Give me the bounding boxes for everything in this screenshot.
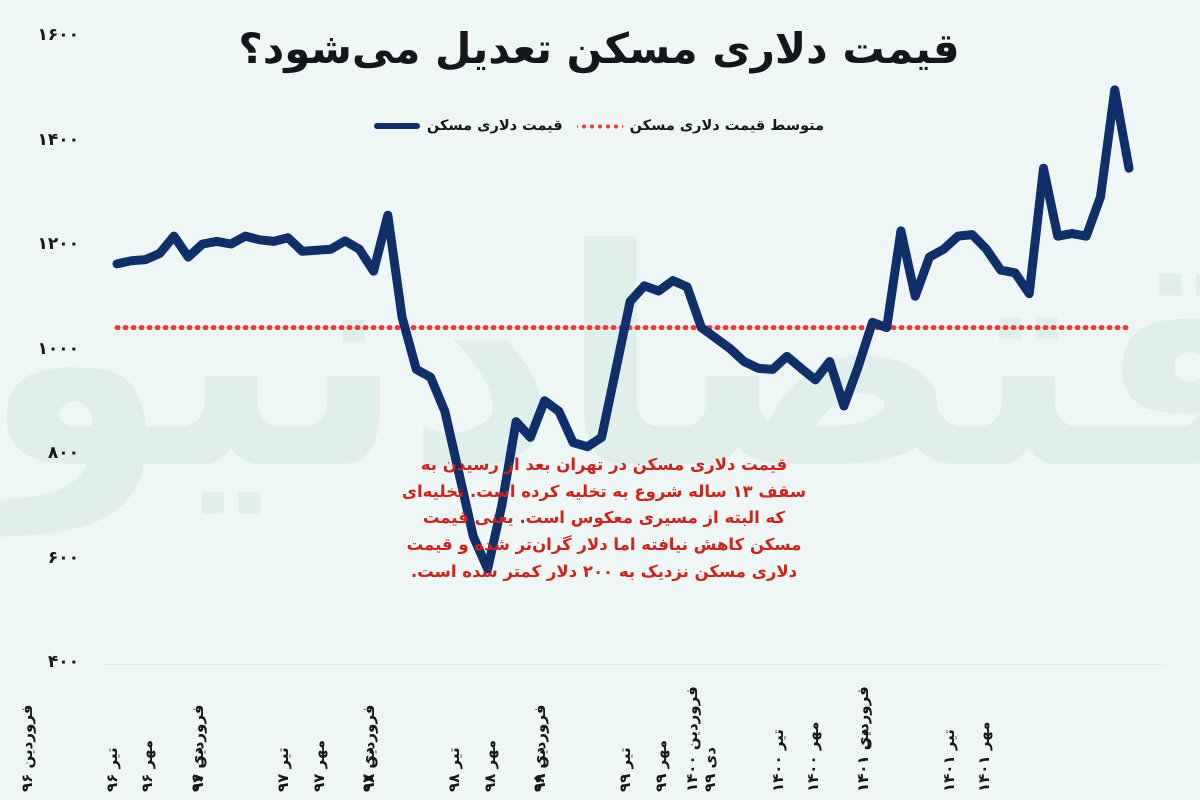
x-axis-tick-label: فروردین ۹۹ — [531, 704, 550, 792]
x-axis-tick-label: تیر ۹۸ — [446, 747, 465, 792]
x-axis-tick-label: فروردین ۹۷ — [189, 704, 208, 792]
legend-item-average[interactable]: متوسط قیمت دلاری مسکن — [577, 118, 826, 134]
legend-label-series: قیمت دلاری مسکن — [427, 118, 564, 134]
legend-swatch-solid-icon — [374, 123, 421, 129]
x-axis-tick-label: فروردین ۱۴۰۱ — [855, 686, 874, 792]
x-axis-tick-label: تیر ۱۴۰۰ — [769, 729, 788, 792]
x-axis-tick-label: مهر ۹۷ — [310, 739, 329, 792]
x-axis-tick-label: مهر ۹۶ — [139, 739, 158, 792]
x-axis-tick-label: تیر ۹۷ — [275, 747, 294, 792]
chart-annotation: قیمت دلاری مسکن در تهران بعد از رسیدن به… — [402, 455, 808, 581]
axis-baseline — [105, 664, 1165, 665]
y-axis-tick-400: ۴۰۰ — [48, 652, 80, 672]
series-line — [113, 85, 1135, 574]
legend-item-series[interactable]: قیمت دلاری مسکن — [374, 118, 564, 134]
legend-label-average: متوسط قیمت دلاری مسکن — [630, 118, 826, 134]
x-axis-tick-label: مهر ۹۸ — [481, 739, 500, 792]
y-axis-tick-1200: ۱۲۰۰ — [38, 234, 80, 254]
y-axis-tick-1600: ۱۶۰۰ — [38, 25, 80, 45]
x-axis-tick-label: فروردین ۹۸ — [360, 704, 379, 792]
x-axis-tick-label: تیر ۱۴۰۱ — [941, 729, 960, 792]
x-axis-tick-label: مهر ۹۹ — [652, 739, 671, 792]
y-axis-tick-1000: ۱۰۰۰ — [38, 338, 80, 359]
page-title: قیمت دلاری مسکن تعدیل می‌شود؟ — [239, 24, 961, 73]
x-axis-tick-label: مهر ۱۴۰۱ — [976, 721, 995, 792]
x-axis-tick-label: فروردین ۹۶ — [18, 704, 37, 792]
x-axis-tick-label: تیر ۹۹ — [617, 747, 636, 792]
y-axis-tick-800: ۸۰۰ — [48, 443, 80, 463]
x-axis-tick-label: فروردین ۱۴۰۰ — [684, 686, 703, 792]
x-axis-tick-label: مهر ۱۴۰۰ — [805, 721, 824, 792]
x-axis-tick-label: تیر ۹۶ — [104, 747, 123, 792]
y-axis-tick-1400: ۱۴۰۰ — [38, 129, 80, 150]
legend-swatch-dotted-icon — [577, 123, 624, 129]
y-axis-tick-600: ۶۰۰ — [48, 547, 80, 568]
chart-legend: متوسط قیمت دلاری مسکن قیمت دلاری مسکن — [0, 118, 1200, 134]
x-axis-tick-label: دی ۹۹ — [702, 747, 721, 792]
